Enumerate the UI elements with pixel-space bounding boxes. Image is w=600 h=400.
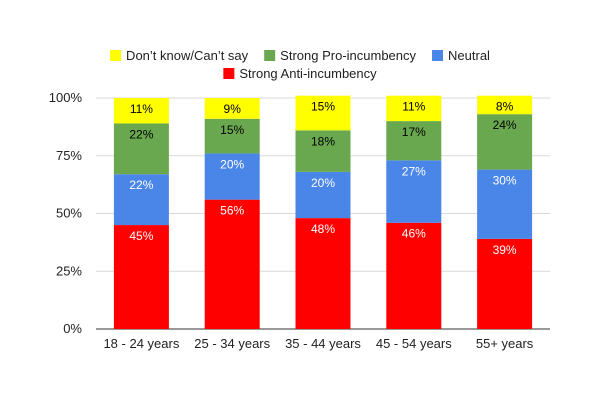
legend-item: Strong Pro-incumbency — [264, 48, 417, 63]
bar-segment — [386, 121, 442, 161]
bar-segment — [477, 169, 533, 239]
data-label: 11% — [402, 100, 425, 114]
legend-swatch — [264, 50, 276, 61]
x-tick-label: 25 - 34 years — [194, 336, 270, 351]
data-label: 8% — [496, 100, 514, 114]
chart-bars: 45% 22% 22% 11% 56% 20% 15% 9% 48% 20% 18% 15% 46% 27… — [113, 95, 533, 329]
legend-item: Don’t know/Can’t say — [110, 48, 249, 63]
y-tick-label: 0% — [63, 321, 82, 336]
data-label: 22% — [129, 178, 153, 192]
bar-segment — [295, 95, 351, 131]
data-label: 27% — [402, 164, 426, 178]
x-tick-label: 55+ years — [476, 336, 534, 351]
y-tick-label: 100% — [49, 90, 83, 105]
bar-segment — [204, 98, 260, 119]
legend-label: Strong Pro-incumbency — [280, 48, 416, 63]
bar-segment — [295, 218, 351, 329]
legend-label: Strong Anti-incumbency — [239, 66, 377, 81]
bar-segment — [386, 222, 442, 329]
data-label: 24% — [493, 118, 517, 132]
y-tick-label: 25% — [56, 263, 82, 278]
legend-label: Don’t know/Can’t say — [126, 48, 249, 63]
bar-segment — [477, 114, 533, 170]
bar-segment — [204, 153, 260, 200]
bar-segment — [295, 130, 351, 172]
bar-segment — [113, 98, 169, 124]
x-axis: 18 - 24 years 25 - 34 years 35 - 44 years 4… — [103, 336, 533, 351]
bar-segment — [477, 238, 533, 329]
x-tick-label: 35 - 44 years — [285, 336, 361, 351]
data-label: 15% — [220, 123, 244, 137]
data-label: 17% — [402, 125, 426, 139]
bar-segment — [477, 95, 533, 115]
data-label: 56% — [220, 204, 244, 218]
bar-segment — [295, 171, 351, 219]
data-label: 15% — [311, 100, 335, 114]
data-label: 22% — [129, 127, 153, 141]
bar-segment — [113, 174, 169, 226]
data-label: 20% — [220, 157, 244, 171]
chart-legend: Don’t know/Can’t say Strong Pro-incumbenc… — [110, 48, 490, 81]
legend-swatch — [110, 50, 122, 61]
data-label: 48% — [311, 222, 335, 236]
data-label: 9% — [224, 102, 242, 116]
data-label: 18% — [311, 134, 335, 148]
legend-swatch — [432, 50, 444, 61]
data-label: 46% — [402, 227, 426, 241]
data-label: 11% — [130, 102, 153, 116]
y-tick-label: 75% — [56, 148, 82, 163]
legend-label: Neutral — [448, 48, 490, 63]
data-label: 20% — [311, 176, 335, 190]
y-tick-label: 50% — [56, 206, 82, 221]
bar-segment — [113, 225, 169, 329]
bar-segment — [113, 123, 169, 175]
legend-swatch — [223, 68, 235, 79]
x-tick-label: 18 - 24 years — [103, 336, 179, 351]
legend-item: Neutral — [432, 48, 490, 63]
data-label: 39% — [493, 243, 517, 257]
bar-segment — [204, 118, 260, 154]
data-label: 30% — [493, 174, 517, 188]
bar-segment — [386, 95, 442, 122]
x-tick-label: 45 - 54 years — [376, 336, 452, 351]
bar-segment — [386, 160, 442, 223]
y-axis: 0% 25% 50% 75% 100% — [49, 90, 83, 336]
bar-segment — [204, 199, 260, 329]
legend-item: Strong Anti-incumbency — [223, 66, 377, 81]
data-label: 45% — [129, 229, 153, 243]
